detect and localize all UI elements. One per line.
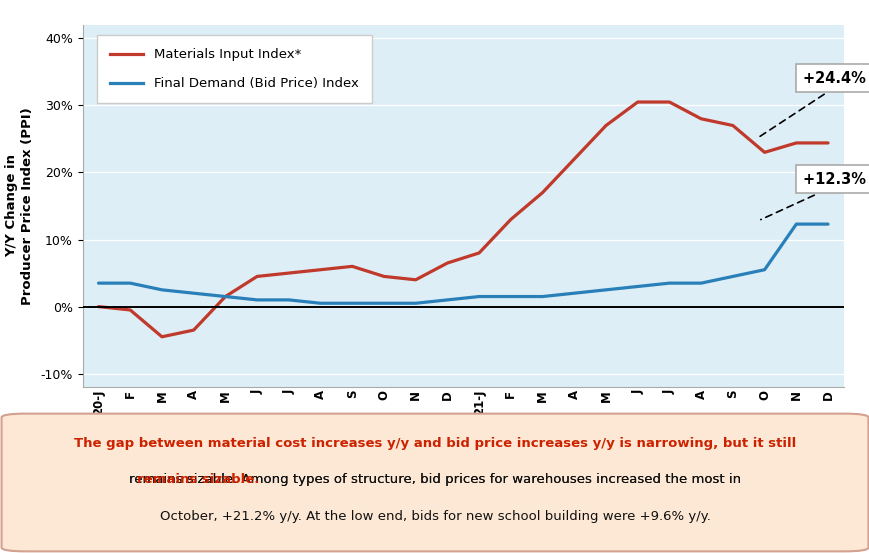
Text: +12.3% y/y: +12.3% y/y <box>760 172 869 220</box>
Y-axis label: Y/Y Change in
Producer Price Index (PPI): Y/Y Change in Producer Price Index (PPI) <box>5 107 34 305</box>
Text: remains sizable. Among types of structure, bid prices for warehouses increased t: remains sizable. Among types of structur… <box>129 473 740 487</box>
Legend: Materials Input Index*, Final Demand (Bid Price) Index: Materials Input Index*, Final Demand (Bi… <box>96 35 371 103</box>
Text: remains sizable. Among types of structure, bid prices for warehouses increased t: remains sizable. Among types of structur… <box>129 473 740 487</box>
Text: +24.4% y/y: +24.4% y/y <box>757 71 869 138</box>
Text: October, +21.2% y/y. At the low end, bids for new school building were +9.6% y/y: October, +21.2% y/y. At the low end, bid… <box>159 510 710 523</box>
FancyBboxPatch shape <box>2 414 867 551</box>
Text: The gap between material cost increases y/y and bid price increases y/y is narro: The gap between material cost increases … <box>74 437 795 450</box>
Text: remains sizable.: remains sizable. <box>136 473 259 487</box>
X-axis label: Year & Month: Year & Month <box>405 457 521 472</box>
